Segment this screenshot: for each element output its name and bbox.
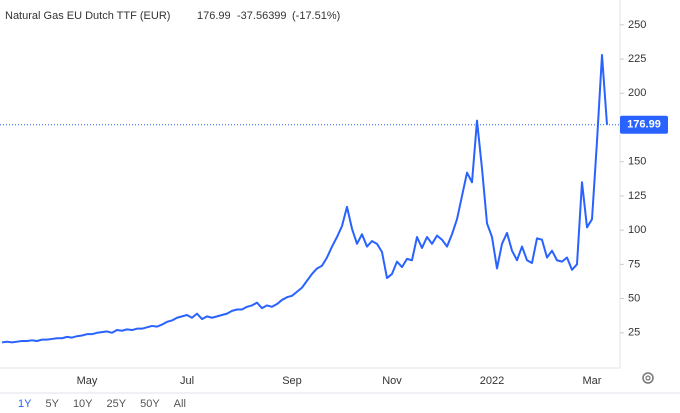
range-button[interactable]: All	[174, 398, 186, 410]
x-tick-label: Sep	[282, 375, 302, 387]
y-tick-label: 250	[628, 19, 646, 31]
gear-ring	[642, 372, 654, 384]
price-tag-label: 176.99	[627, 119, 661, 131]
y-tick-label: 100	[628, 224, 646, 236]
header-price: 176.99	[197, 10, 231, 22]
y-tick-label: 150	[628, 156, 646, 168]
x-tick-label: Nov	[382, 375, 402, 387]
chart-title: Natural Gas EU Dutch TTF (EUR)	[5, 10, 170, 22]
y-tick-label: 75	[628, 258, 640, 270]
range-button[interactable]: 5Y	[45, 398, 59, 410]
settings-icon[interactable]	[642, 372, 654, 384]
header-change-percent: (-17.51%)	[292, 10, 340, 22]
y-tick-label: 200	[628, 87, 646, 99]
price-line	[1, 53, 608, 344]
gear-hub	[645, 375, 651, 381]
range-button[interactable]: 25Y	[107, 398, 127, 410]
y-tick-label: 225	[628, 53, 646, 65]
range-button[interactable]: 50Y	[140, 398, 160, 410]
y-tick-label: 25	[628, 327, 640, 339]
x-tick-label: May	[77, 375, 98, 387]
header-change: -37.56399	[237, 10, 287, 22]
range-button[interactable]: 1Y	[18, 398, 32, 410]
y-tick-label: 50	[628, 292, 640, 304]
x-tick-label: 2022	[480, 375, 504, 387]
x-tick-label: Jul	[180, 375, 194, 387]
y-tick-label: 125	[628, 190, 646, 202]
x-tick-label: Mar	[583, 375, 602, 387]
range-button[interactable]: 10Y	[73, 398, 93, 410]
price-tag	[620, 115, 668, 134]
